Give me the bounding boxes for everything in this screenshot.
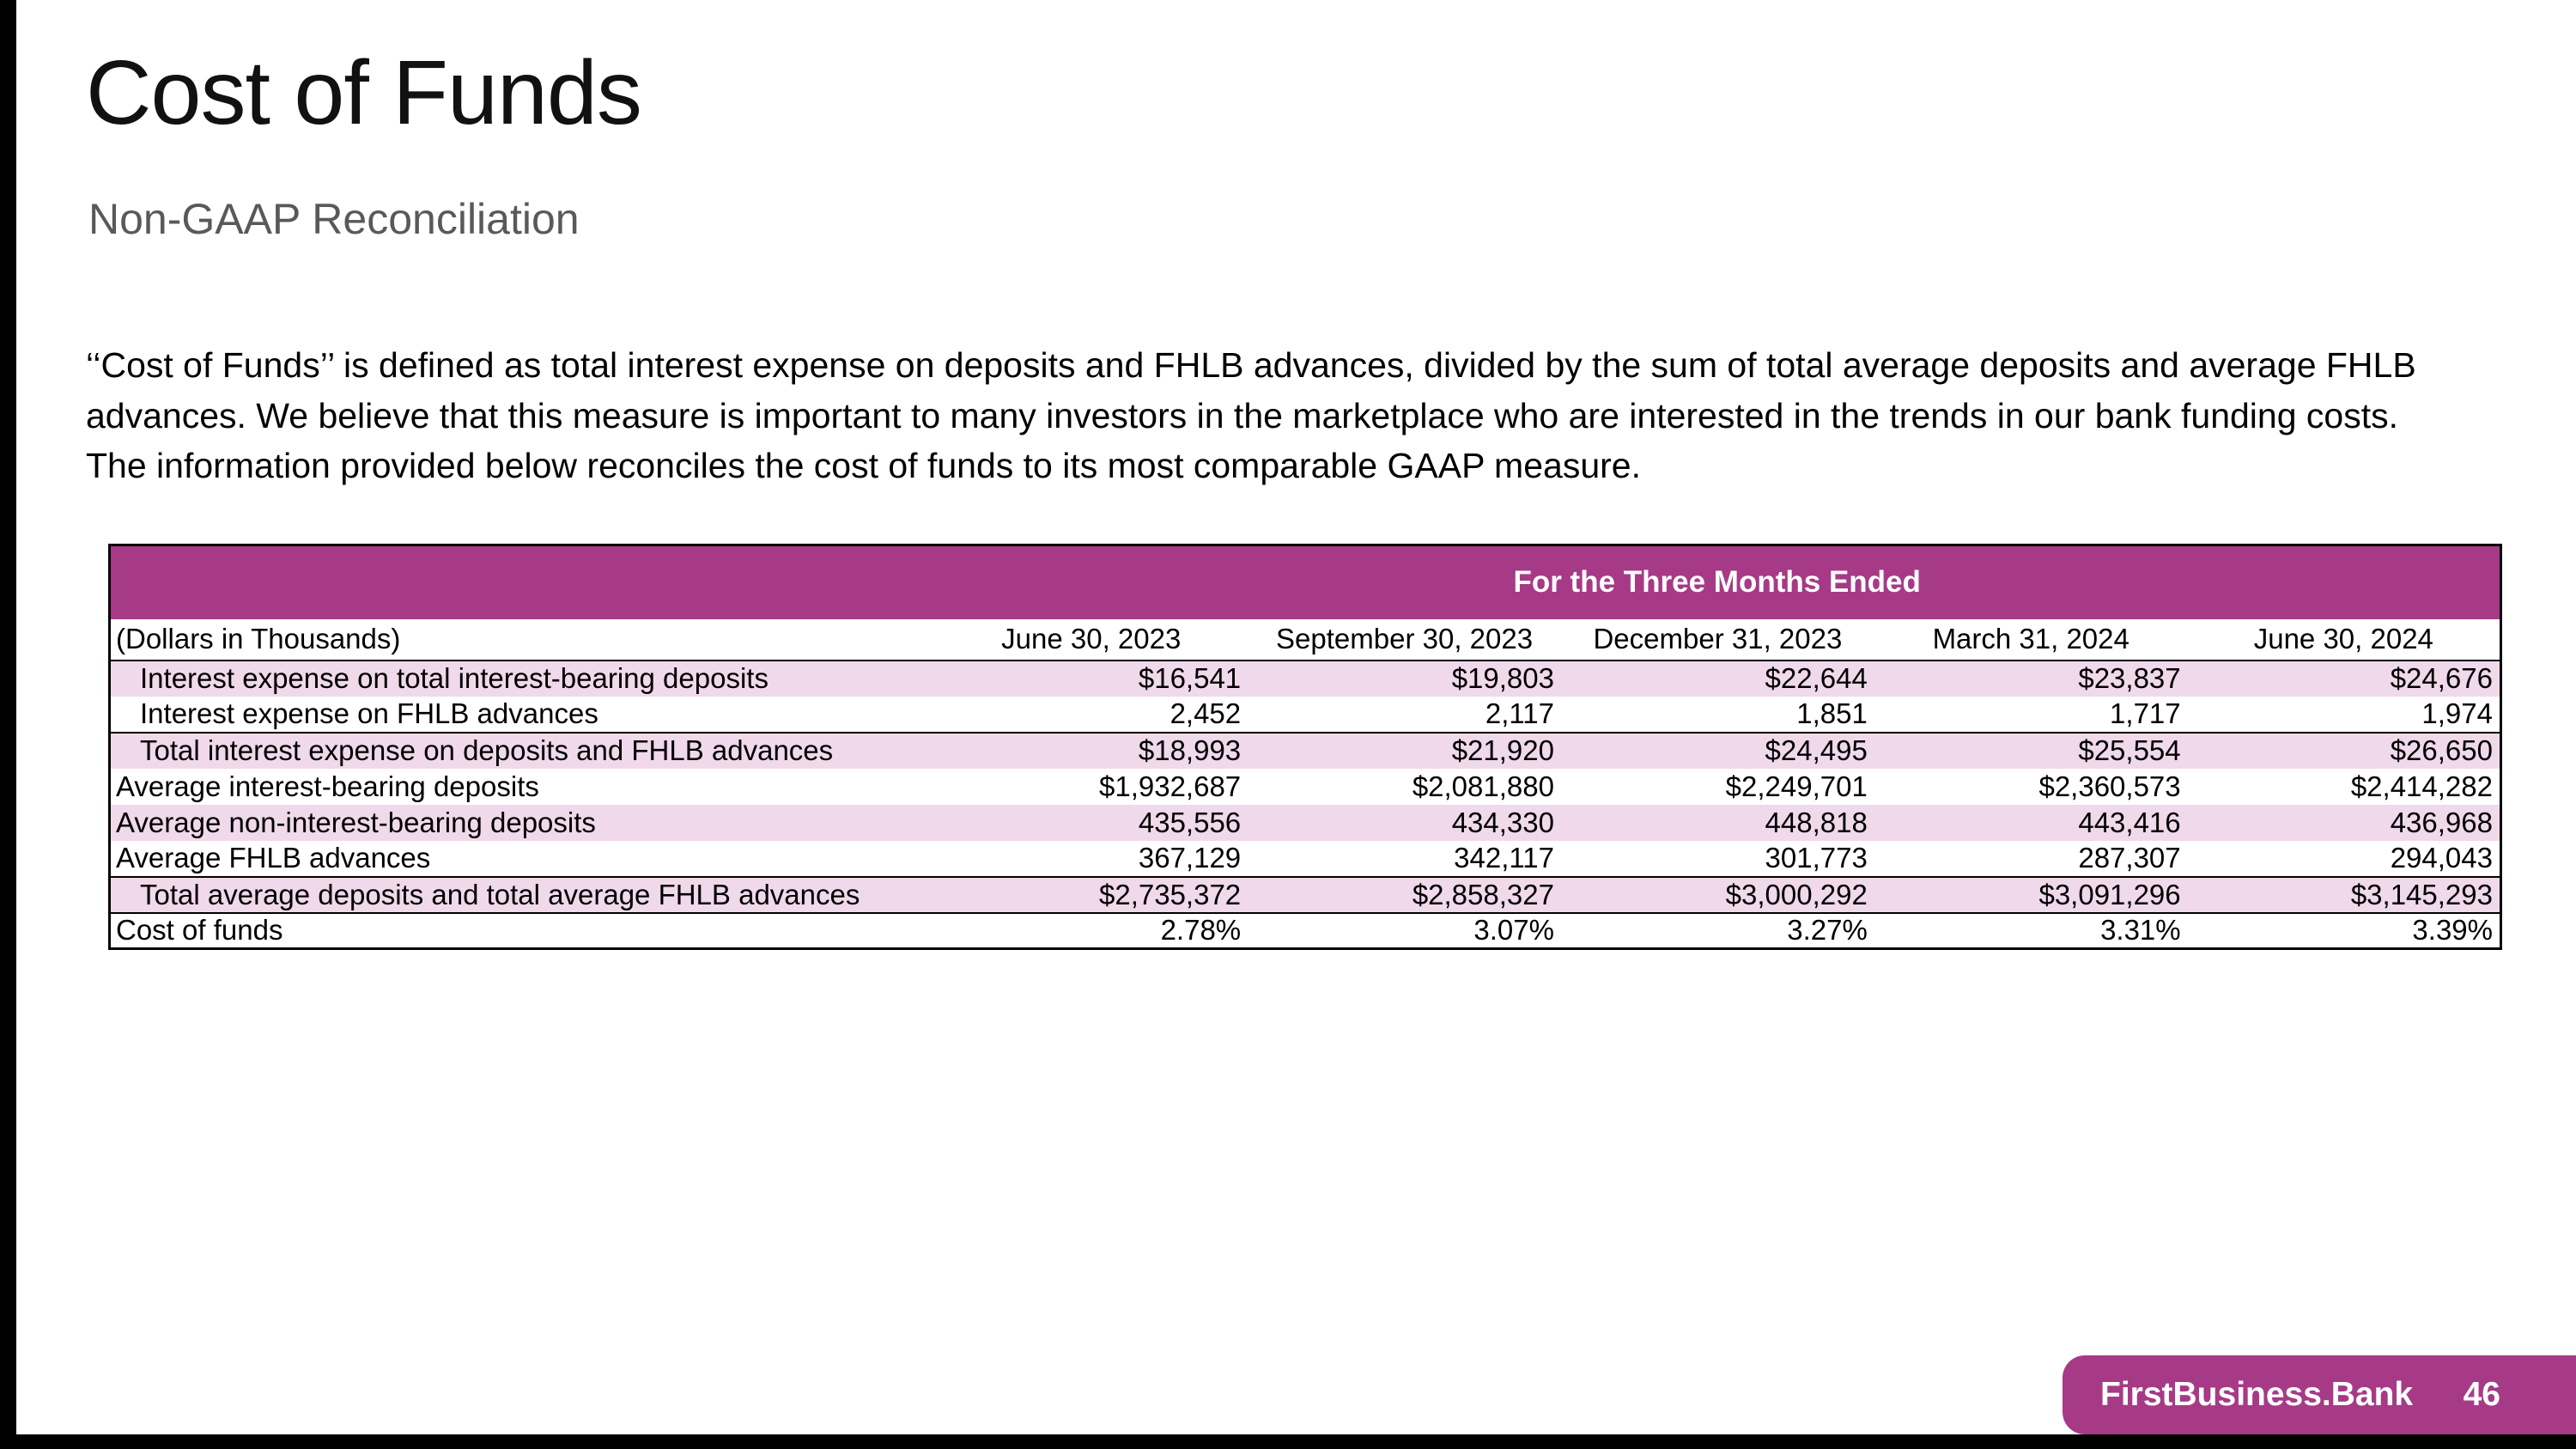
- column-header: June 30, 2023: [934, 618, 1249, 661]
- cell-value: $24,676: [2390, 662, 2493, 695]
- cell-value: 436,968: [2390, 806, 2493, 838]
- cell-value: 1,974: [2421, 697, 2493, 730]
- table-row: Average non-interest-bearing deposits 435…: [109, 804, 2501, 841]
- column-header: June 30, 2024: [2187, 618, 2501, 661]
- cell-value: $18,993: [934, 731, 1249, 769]
- cell-value: $21,920: [1248, 731, 1561, 769]
- cell-value: $16,541: [1138, 662, 1242, 695]
- row-label: Interest expense on FHLB advances: [140, 697, 598, 730]
- cell-value: $19,803: [1451, 662, 1554, 695]
- row-label: Cost of funds: [109, 911, 935, 949]
- cell-value: $3,145,293: [2187, 875, 2501, 913]
- column-header: March 31, 2024: [1874, 618, 2188, 661]
- cell-value: $22,644: [1765, 662, 1868, 695]
- row-label: Interest expense on total interest-beari…: [140, 662, 769, 695]
- row-label: Total interest expense on deposits and F…: [109, 731, 935, 769]
- cell-value: 3.31%: [1874, 911, 2188, 949]
- cell-value: 3.07%: [1248, 911, 1561, 949]
- cell-value: $2,735,372: [934, 875, 1249, 913]
- cell-value: 367,129: [1138, 842, 1242, 874]
- row-label: Average FHLB advances: [116, 842, 431, 874]
- table-row: Average interest-bearing deposits $1,932,…: [109, 768, 2501, 805]
- page-subtitle: Non-GAAP Reconciliation: [88, 195, 580, 243]
- cell-value: 1,851: [1796, 697, 1868, 730]
- cell-value: $3,091,296: [1874, 875, 2188, 913]
- table-banner: For the Three Months Ended: [934, 545, 2501, 619]
- cell-value: $24,495: [1560, 731, 1874, 769]
- table-row: Interest expense on FHLB advances 2,452 2,…: [109, 696, 2501, 733]
- brand-name: FirstBusiness.Bank: [2100, 1376, 2414, 1413]
- cost-of-funds-table: For the Three Months Ended (Dollars in T…: [108, 544, 2502, 950]
- row-label: Average non-interest-bearing deposits: [116, 806, 596, 838]
- banner-spacer: [109, 545, 935, 619]
- cell-value: $2,081,880: [1412, 770, 1554, 802]
- column-header: December 31, 2023: [1560, 618, 1874, 661]
- table-row: Interest expense on total interest-beari…: [109, 660, 2501, 697]
- cell-value: 3.39%: [2187, 911, 2501, 949]
- table-row: Total interest expense on deposits and F…: [109, 731, 2501, 769]
- page-number: 46: [2463, 1376, 2500, 1413]
- units-label: (Dollars in Thousands): [109, 618, 935, 661]
- cell-value: 1,717: [2110, 697, 2181, 730]
- cell-value: 287,307: [2078, 842, 2181, 874]
- bottom-edge-bar: [0, 1434, 2576, 1449]
- cell-value: $26,650: [2187, 731, 2501, 769]
- cell-value: 434,330: [1451, 806, 1554, 838]
- cell-value: 342,117: [1454, 842, 1554, 874]
- cell-value: $2,360,573: [2038, 770, 2181, 802]
- cell-value: $1,932,687: [1098, 770, 1242, 802]
- cell-value: $23,837: [2078, 662, 2181, 695]
- cell-value: $2,414,282: [2350, 770, 2493, 802]
- table-row: Average FHLB advances 367,129 342,117 301,7…: [109, 840, 2501, 877]
- cell-value: 448,818: [1765, 806, 1868, 838]
- cell-value: 3.27%: [1560, 911, 1874, 949]
- cell-value: 301,773: [1765, 842, 1868, 874]
- cell-value: 2,117: [1485, 697, 1554, 730]
- cell-value: 435,556: [1138, 806, 1242, 838]
- cell-value: 2.78%: [934, 911, 1249, 949]
- definition-paragraph: ‘‘Cost of Funds’’ is defined as total in…: [86, 345, 2416, 486]
- cell-value: $2,249,701: [1725, 770, 1868, 802]
- cell-value: 294,043: [2390, 842, 2493, 874]
- cell-value: $3,000,292: [1560, 875, 1874, 913]
- left-edge-bar: [0, 0, 16, 1449]
- table-banner-row: For the Three Months Ended: [109, 545, 2501, 619]
- table-body: Interest expense on total interest-beari…: [109, 660, 2501, 949]
- cell-value: 2,452: [1170, 697, 1242, 730]
- table-row: Total average deposits and total average…: [109, 875, 2501, 913]
- footer-brand-badge: FirstBusiness.Bank 46: [2063, 1355, 2576, 1434]
- table-row: Cost of funds 2.78% 3.07% 3.27% 3.31% 3.39%: [109, 911, 2501, 949]
- row-label: Average interest-bearing deposits: [116, 770, 539, 802]
- table-column-header-row: (Dollars in Thousands) June 30, 2023 Septe…: [109, 618, 2501, 661]
- column-header: September 30, 2023: [1248, 618, 1561, 661]
- page-title: Cost of Funds: [86, 42, 642, 143]
- cell-value: 443,416: [2078, 806, 2181, 838]
- cell-value: $2,858,327: [1248, 875, 1561, 913]
- row-label: Total average deposits and total average…: [109, 875, 935, 913]
- cell-value: $25,554: [1874, 731, 2188, 769]
